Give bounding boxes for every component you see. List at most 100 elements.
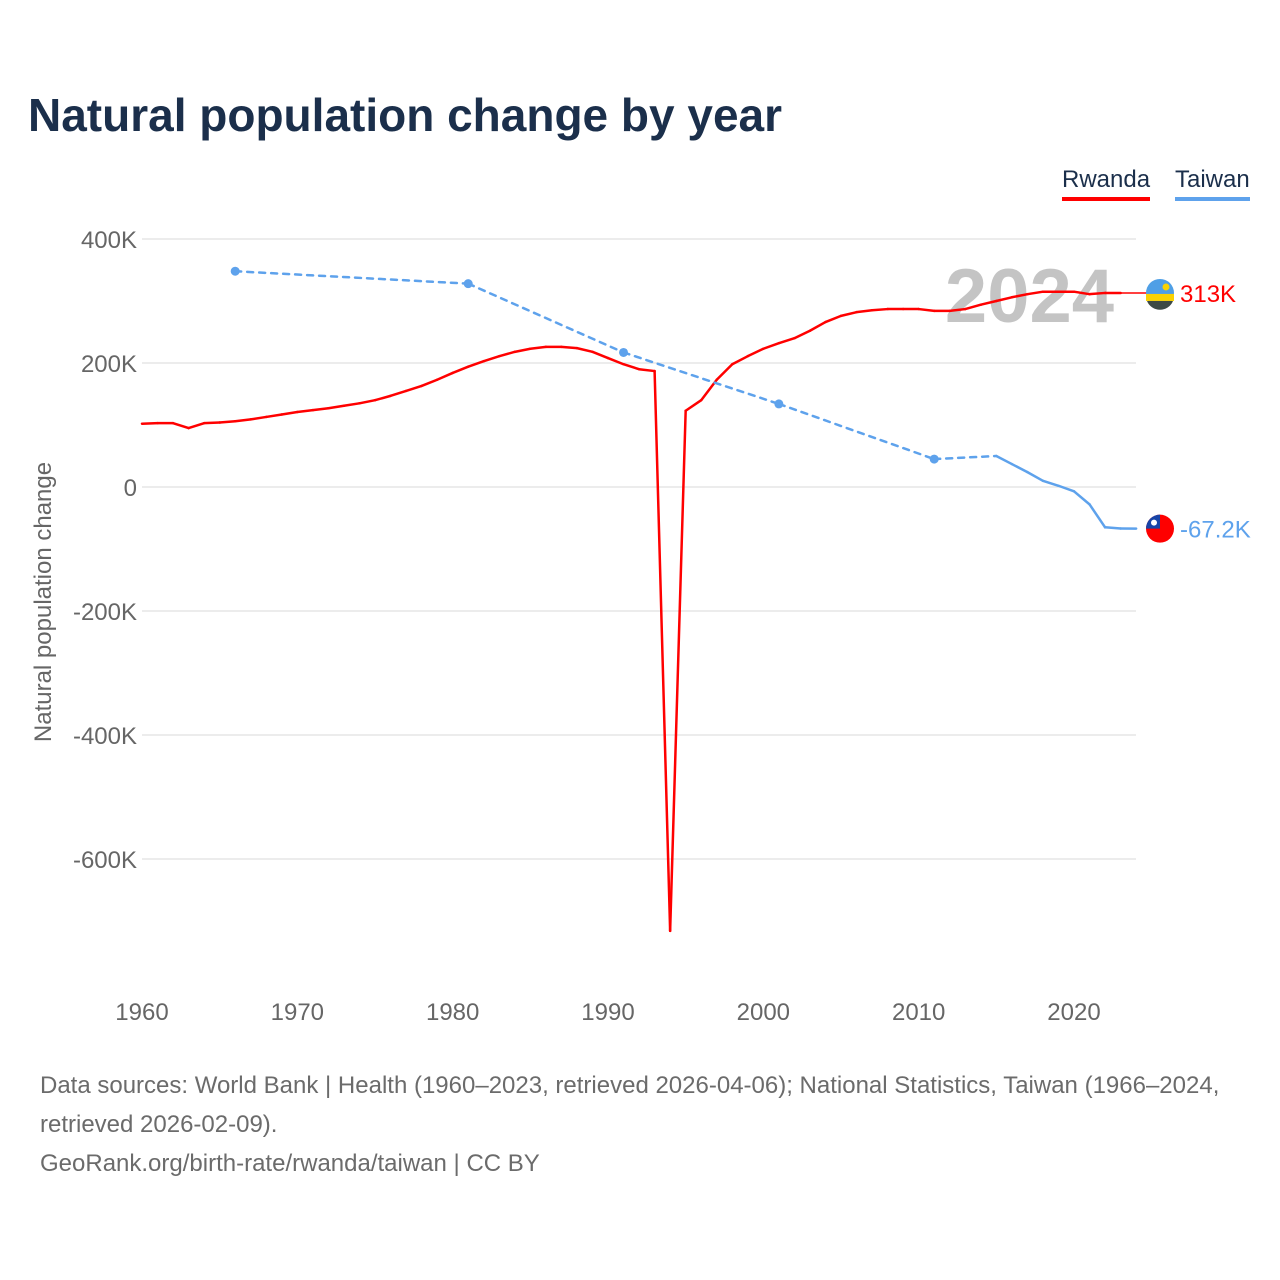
series-segment-taiwan: [622, 351, 781, 406]
footer: Data sources: World Bank | Health (1960–…: [40, 1066, 1250, 1183]
series-segment-rwanda: [280, 410, 299, 416]
series-segment-rwanda: [870, 307, 889, 312]
data-point: [929, 454, 939, 464]
series-segment-taiwan: [466, 282, 625, 354]
series-segment-rwanda: [964, 303, 983, 311]
series-segment-rwanda: [513, 347, 532, 354]
series-segment-rwanda: [731, 354, 750, 366]
series-segment-rwanda: [265, 413, 284, 419]
series-segment-rwanda: [466, 359, 485, 368]
y-tick-label: -200K: [73, 599, 137, 626]
series-segment-rwanda: [404, 384, 423, 393]
rwanda-flag-band: [1147, 300, 1173, 310]
series-segment-rwanda: [808, 320, 827, 333]
series-segment-rwanda: [327, 404, 346, 410]
series-segment-taiwan: [1103, 526, 1122, 530]
series-segment-rwanda: [140, 421, 159, 426]
series-segment-rwanda: [358, 398, 377, 405]
series-segment-rwanda: [637, 367, 656, 373]
series-segment-rwanda: [249, 415, 268, 421]
series-segment-rwanda: [342, 402, 361, 408]
y-tick-label: 200K: [81, 351, 137, 378]
data-point: [619, 347, 629, 357]
series-segment-rwanda: [560, 345, 579, 350]
series-segment-rwanda: [233, 418, 252, 423]
series-segment-rwanda: [653, 369, 672, 933]
series-segment-rwanda: [684, 398, 703, 412]
series-segment-taiwan: [1041, 479, 1060, 488]
source-link[interactable]: GeoRank.org/birth-rate/rwanda/taiwan | C…: [40, 1150, 540, 1177]
series-segment-rwanda: [435, 371, 454, 381]
x-tick-label: 2020: [1047, 999, 1100, 1026]
end-label-rwanda: 313K: [1180, 281, 1236, 308]
series-segment-rwanda: [668, 409, 687, 933]
series-segment-rwanda: [498, 350, 517, 358]
end-label-taiwan: -67.2K: [1180, 517, 1251, 544]
series-segment-rwanda: [373, 394, 392, 402]
x-tick-label: 2010: [892, 999, 945, 1026]
series-segment-rwanda: [311, 407, 330, 412]
series-segment-rwanda: [839, 310, 858, 318]
series-segment-rwanda: [451, 365, 470, 375]
series-segment-rwanda: [979, 299, 998, 306]
series-segment-rwanda: [715, 362, 734, 381]
series-segment-rwanda: [622, 362, 641, 371]
series-segment-rwanda: [575, 346, 594, 354]
series-segment-rwanda: [917, 307, 936, 313]
series-segment-rwanda: [1026, 290, 1045, 296]
series-segment-rwanda: [793, 329, 812, 340]
taiwan-flag-sun: [1151, 519, 1157, 526]
series-segment-taiwan: [1010, 462, 1029, 474]
series-segment-rwanda: [995, 296, 1014, 303]
series-segment-rwanda: [202, 421, 221, 425]
x-tick-label: 1990: [581, 999, 634, 1026]
series-segment-taiwan: [1088, 503, 1107, 529]
data-point: [230, 266, 240, 276]
y-tick-label: 0: [124, 475, 137, 502]
x-tick-label: 1970: [271, 999, 324, 1026]
series-segment-taiwan: [777, 402, 936, 461]
rwanda-flag-sun: [1162, 283, 1170, 291]
y-tick-label: -600K: [73, 847, 137, 874]
x-tick-label: 2000: [737, 999, 790, 1026]
data-point: [774, 399, 784, 409]
series-segment-taiwan: [1072, 490, 1091, 506]
x-tick-label: 1980: [426, 999, 479, 1026]
x-tick-label: 1960: [115, 999, 168, 1026]
series-segment-rwanda: [777, 336, 796, 345]
series-segment-rwanda: [824, 314, 843, 324]
series-segment-rwanda: [948, 307, 967, 313]
series-segment-rwanda: [1072, 290, 1091, 296]
y-tick-label: -400K: [73, 723, 137, 750]
series-segment-rwanda: [1088, 291, 1107, 296]
year-watermark: 2024: [945, 254, 1114, 339]
series-segment-rwanda: [746, 347, 765, 358]
series-segment-rwanda: [420, 378, 439, 388]
series-segment-rwanda: [187, 421, 206, 430]
series-segment-taiwan: [233, 269, 470, 285]
series-segment-rwanda: [855, 309, 874, 314]
rwanda-flag-band: [1146, 293, 1174, 301]
data-sources: Data sources: World Bank | Health (1960–…: [40, 1072, 1220, 1138]
series-segment-rwanda: [762, 341, 781, 350]
series-segment-rwanda: [218, 420, 237, 424]
series-segment-rwanda: [606, 356, 625, 366]
legend-rwanda[interactable]: Rwanda: [1062, 166, 1151, 201]
series-segment-taiwan: [995, 454, 1014, 466]
chart-title: Natural population change by year: [28, 89, 783, 141]
series-segment-rwanda: [482, 354, 501, 363]
series-segment-taiwan: [1026, 470, 1045, 483]
legend-taiwan[interactable]: Taiwan: [1175, 166, 1250, 201]
y-tick-label: 400K: [81, 227, 137, 254]
series-segment-rwanda: [1010, 292, 1029, 299]
series-segment-rwanda: [529, 345, 548, 350]
series-segment-rwanda: [591, 350, 610, 360]
y-axis-label: Natural population change: [30, 462, 57, 742]
series-segment-taiwan: [932, 454, 998, 461]
data-point: [463, 279, 473, 289]
series-segment-rwanda: [171, 421, 190, 430]
series-segment-rwanda: [296, 408, 315, 414]
series-segment-taiwan: [1057, 484, 1076, 493]
